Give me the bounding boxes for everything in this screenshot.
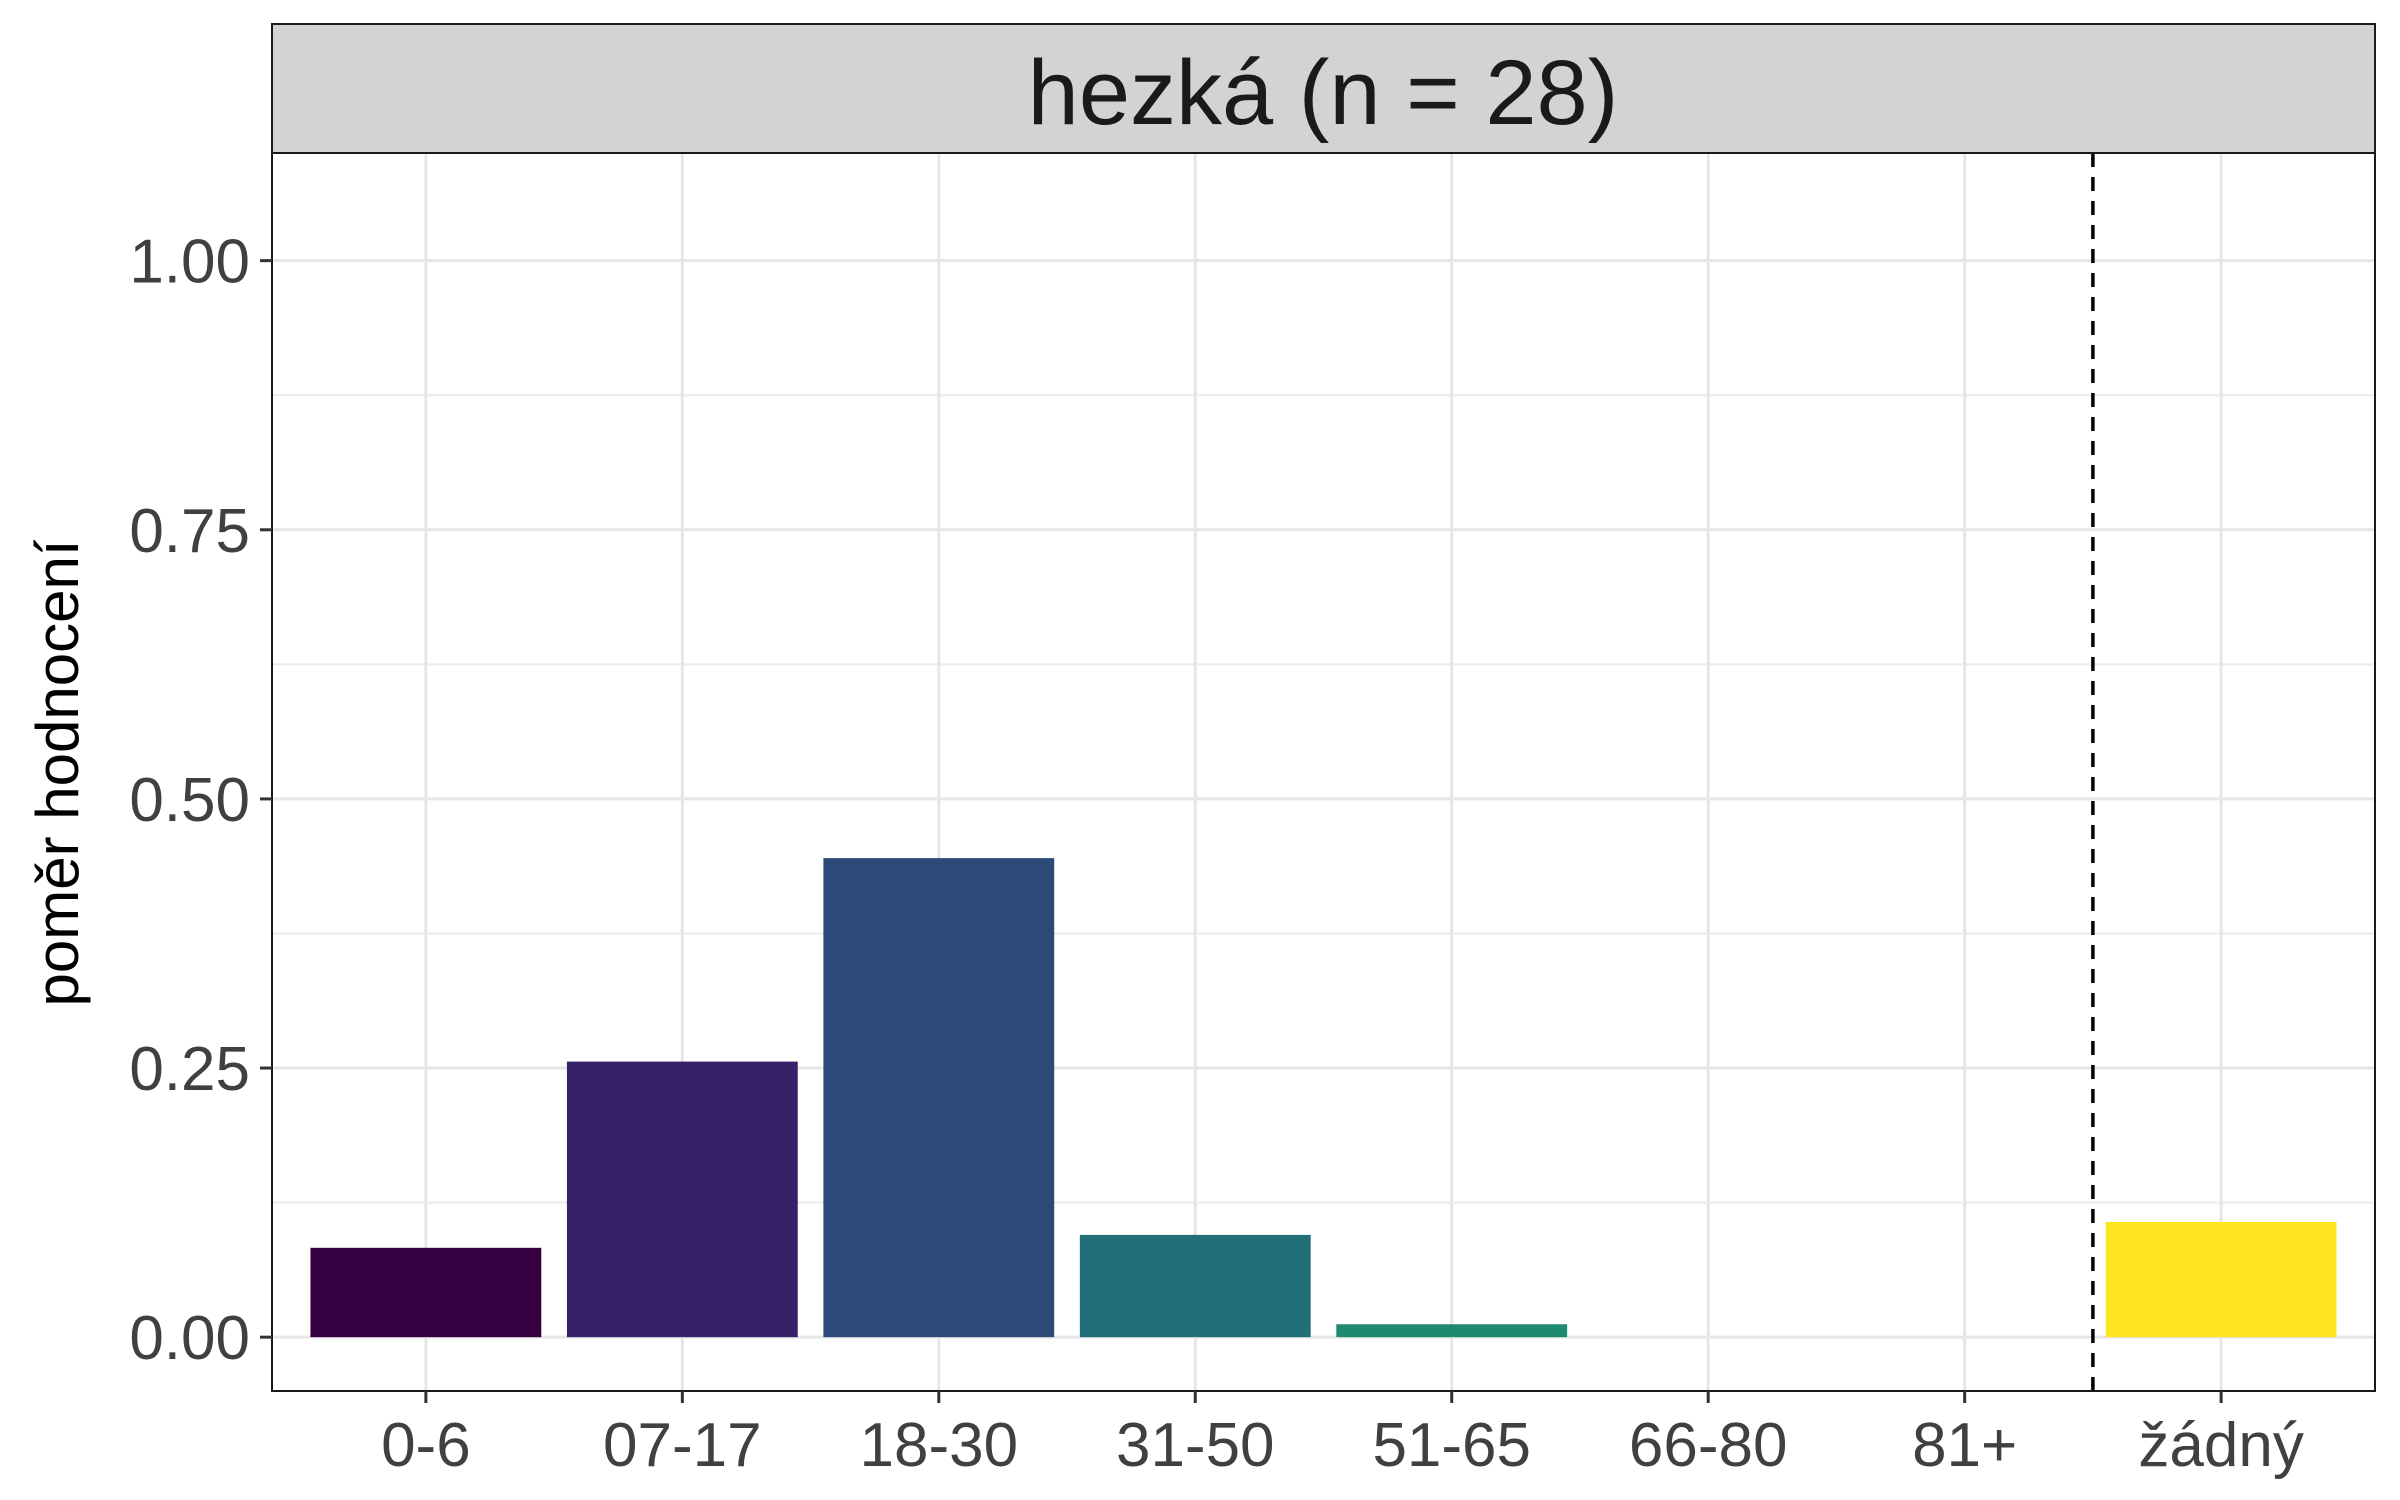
y-axis-title: poměr hodnocení: [24, 539, 91, 1006]
panel-border: [271, 152, 2376, 1392]
x-tick-label: žádný: [2138, 1411, 2303, 1480]
x-tick-label: 31-50: [1116, 1411, 1275, 1480]
y-axis: 0.00 0.25 0.50 0.75 1.00: [129, 228, 272, 1373]
bar-žádný: [2105, 1221, 2337, 1338]
x-axis: 0-6 07-17 18-30 31-50 51-65 66-80 81+ žádný: [381, 1391, 2304, 1480]
y-tick-label: 0.75: [129, 497, 250, 566]
x-tick-label: 0-6: [381, 1411, 471, 1480]
bar-07-17: [566, 1061, 798, 1338]
bar-0-6: [310, 1247, 542, 1338]
y-tick-label: 0.25: [129, 1035, 250, 1104]
y-tick-label: 0.50: [129, 766, 250, 835]
y-tick-label: 0.00: [129, 1304, 250, 1373]
facet-title: hezká (n = 28): [1028, 42, 1619, 144]
x-tick-label: 07-17: [603, 1411, 762, 1480]
bar-31-50: [1079, 1234, 1311, 1338]
facet-strip: [271, 23, 2376, 154]
grid-minor: [272, 394, 2375, 1204]
bars: [310, 858, 2337, 1338]
x-tick-label: 51-65: [1372, 1411, 1531, 1480]
x-tick-label: 18-30: [860, 1411, 1019, 1480]
bar-51-65: [1336, 1324, 1568, 1338]
x-tick-label: 66-80: [1629, 1411, 1788, 1480]
y-tick-label: 1.00: [129, 228, 250, 297]
bar-18-30: [823, 858, 1055, 1338]
x-tick-label: 81+: [1912, 1411, 2017, 1480]
